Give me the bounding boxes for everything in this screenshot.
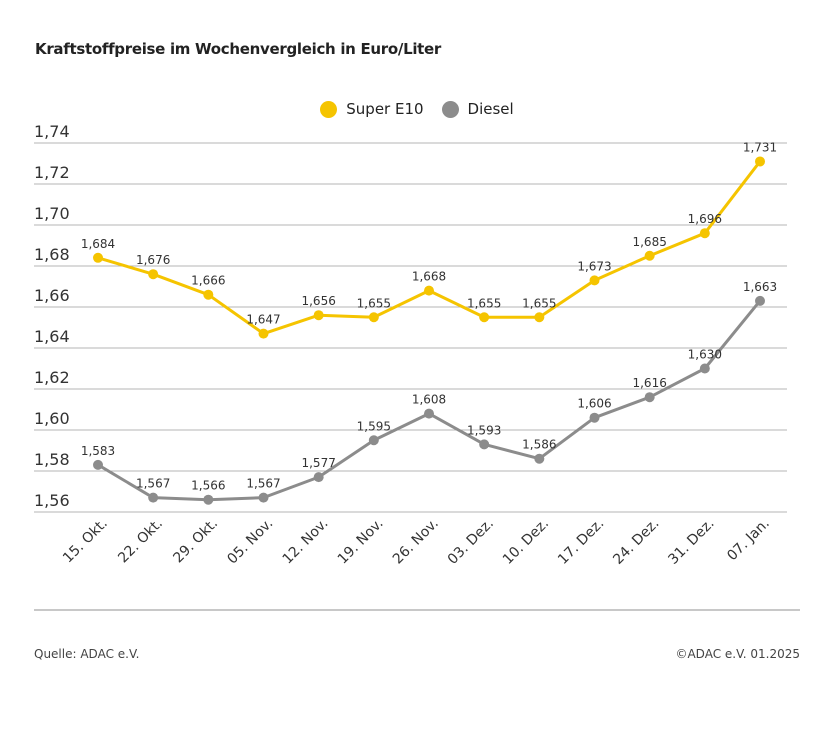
data-label: 1,655 — [522, 296, 556, 310]
data-label: 1,566 — [191, 479, 225, 493]
data-point — [313, 310, 324, 321]
data-label: 1,655 — [357, 296, 391, 310]
data-point — [93, 252, 103, 263]
data-point — [93, 459, 103, 470]
data-label: 1,673 — [577, 259, 611, 273]
legend-marker-super-e10 — [320, 100, 338, 118]
data-point — [534, 453, 545, 464]
x-tick-label: 03. Dez. — [445, 516, 497, 568]
x-tick-label: 24. Dez. — [610, 516, 662, 568]
legend-marker-diesel — [441, 100, 459, 118]
data-point — [203, 289, 214, 300]
data-point — [148, 492, 159, 503]
data-point — [755, 156, 765, 167]
data-label: 1,685 — [632, 235, 666, 249]
data-point — [424, 408, 434, 419]
data-label: 1,663 — [743, 280, 777, 294]
data-point — [479, 439, 490, 450]
data-point — [148, 269, 159, 280]
data-point — [644, 392, 655, 403]
data-label: 1,666 — [191, 274, 225, 288]
data-label: 1,593 — [467, 423, 501, 437]
data-point — [424, 285, 434, 296]
y-tick-label: 1,72 — [34, 163, 70, 182]
data-point — [589, 412, 600, 423]
y-tick-label: 1,62 — [34, 368, 70, 387]
x-tick-label: 15. Okt. — [60, 516, 111, 567]
data-label: 1,595 — [357, 419, 391, 433]
data-label: 1,731 — [743, 140, 777, 154]
y-tick-label: 1,66 — [34, 286, 70, 305]
y-tick-label: 1,58 — [34, 450, 70, 469]
data-point — [258, 328, 269, 339]
y-tick-label: 1,64 — [34, 327, 70, 346]
x-tick-label: 12. Nov. — [280, 516, 332, 568]
source-note: Quelle: ADAC e.V. — [34, 647, 140, 661]
data-label: 1,577 — [301, 456, 335, 470]
data-label: 1,586 — [522, 438, 556, 452]
data-point — [368, 312, 379, 323]
y-tick-label: 1,68 — [34, 245, 70, 264]
legend-item-diesel: Diesel — [441, 100, 514, 118]
x-tick-label: 17. Dez. — [555, 516, 607, 568]
data-point — [755, 295, 765, 306]
data-label: 1,583 — [81, 444, 115, 458]
data-point — [313, 472, 324, 483]
data-label: 1,684 — [81, 237, 115, 251]
x-tick-label: 10. Dez. — [500, 516, 552, 568]
data-point — [534, 312, 545, 323]
y-tick-label: 1,60 — [34, 409, 70, 428]
data-label: 1,668 — [412, 270, 446, 284]
data-label: 1,656 — [301, 294, 335, 308]
data-point — [203, 494, 214, 505]
x-tick-label: 05. Nov. — [224, 516, 276, 568]
data-point — [589, 275, 600, 286]
chart-title: Kraftstoffpreise im Wochenvergleich in E… — [35, 40, 442, 58]
data-label: 1,608 — [412, 393, 446, 407]
x-tick-label: 29. Okt. — [170, 516, 221, 567]
data-label: 1,655 — [467, 296, 501, 310]
x-tick-label: 26. Nov. — [390, 516, 442, 568]
data-label: 1,616 — [632, 376, 666, 390]
y-tick-label: 1,74 — [34, 122, 70, 141]
data-point — [644, 250, 655, 261]
y-tick-label: 1,56 — [34, 491, 70, 510]
data-label: 1,647 — [246, 313, 280, 327]
divider — [34, 609, 800, 611]
x-tick-label: 07. Jan. — [724, 516, 773, 565]
data-point — [479, 312, 490, 323]
legend-item-super-e10: Super E10 — [320, 100, 424, 118]
data-label: 1,630 — [688, 348, 722, 362]
x-tick-label: 22. Okt. — [115, 516, 166, 567]
data-point — [258, 492, 269, 503]
x-tick-label: 31. Dez. — [665, 516, 717, 568]
legend-label-diesel: Diesel — [467, 100, 514, 118]
y-tick-label: 1,70 — [34, 204, 70, 223]
data-point — [368, 435, 379, 446]
data-label: 1,606 — [577, 397, 611, 411]
data-point — [699, 228, 710, 239]
copyright-note: ©ADAC e.V. 01.2025 — [675, 647, 800, 661]
data-label: 1,567 — [136, 477, 170, 491]
legend: Super E10 Diesel — [0, 100, 834, 118]
data-point — [699, 363, 710, 374]
data-label: 1,676 — [136, 253, 170, 267]
x-tick-label: 19. Nov. — [335, 516, 387, 568]
data-label: 1,567 — [246, 477, 280, 491]
legend-label-super-e10: Super E10 — [346, 100, 424, 118]
data-label: 1,696 — [688, 212, 722, 226]
